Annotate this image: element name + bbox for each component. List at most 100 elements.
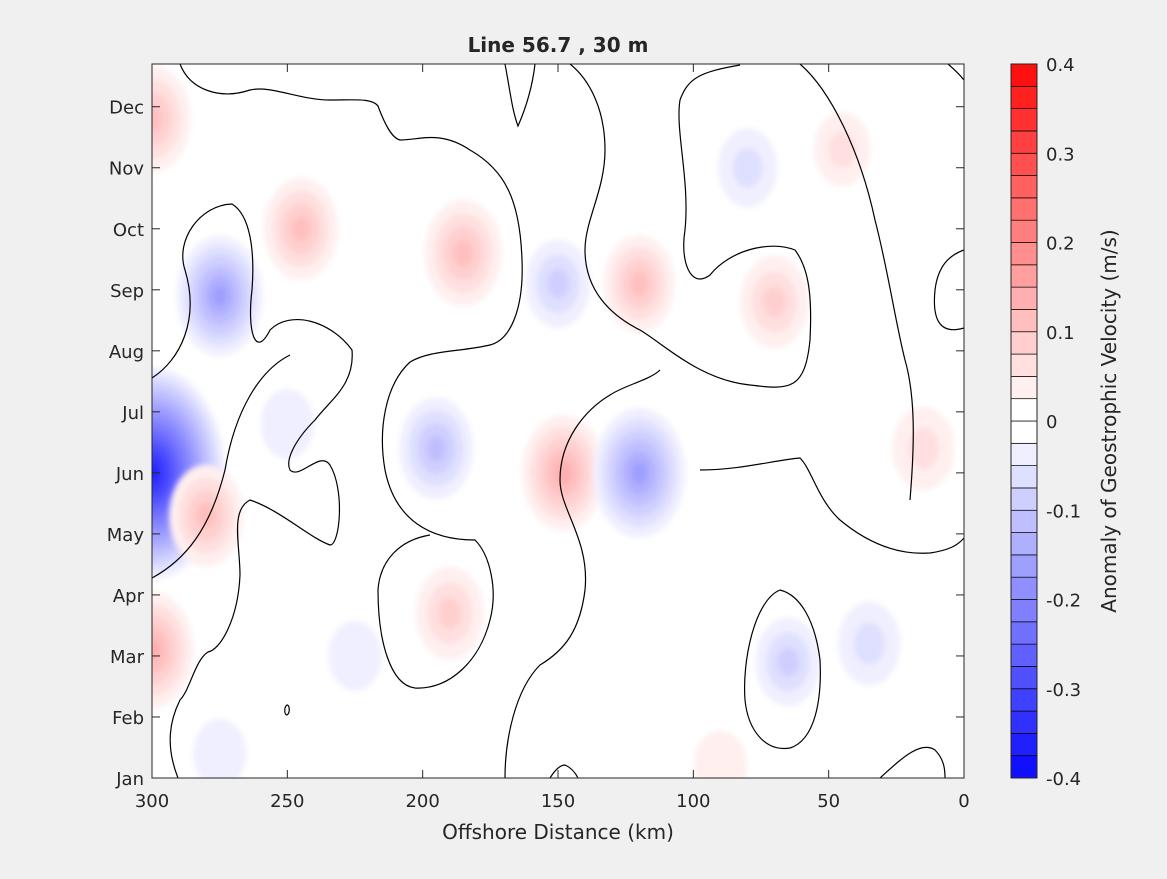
anomaly-blob [193,718,247,778]
colorbar-segment [1010,420,1038,444]
anomaly-fields [152,65,955,778]
contour-fill-level [693,730,747,778]
contour-fill-level [193,718,247,778]
colorbar-segment [1010,264,1038,288]
colorbar-segment [1010,465,1038,489]
zero-contour-line [699,457,964,554]
colorbar-segment [1010,286,1038,310]
colorbar-tick-label: -0.4 [1046,769,1081,790]
contour-fill-level [438,597,462,629]
contour-fill-level [260,389,314,459]
contour-fill-level [828,130,857,169]
colorbar-segment [1010,219,1038,243]
colorbar-segment [1010,532,1038,556]
y-tick-label: Jul [121,403,144,424]
anomaly-blob [169,464,244,567]
contour-fill-level [732,147,763,188]
anomaly-blob [176,235,263,357]
colorbar-segment [1010,621,1038,645]
colorbar-segment [1010,152,1038,176]
colorbar-label: Anomaly of Geostrophic Velocity (m/s) [1097,229,1121,612]
anomaly-blob [525,239,591,328]
zero-contour-line [179,64,523,689]
colorbar-segment [1010,599,1038,623]
anomaly-blob [717,128,777,208]
colorbar-segment [1010,755,1038,779]
colorbar-segment [1010,710,1038,734]
colorbar-segment [1010,487,1038,511]
contour-fill-level [777,647,799,677]
contour-fill-level [555,461,572,485]
zero-contour-line [152,203,353,778]
colorbar-tick-label: -0.2 [1046,591,1081,612]
y-tick-label: Feb [112,708,144,729]
anomaly-blob [593,408,686,538]
colorbar-segment [1010,688,1038,712]
colorbar-segment [1010,63,1038,87]
y-tick-label: Apr [113,586,145,607]
colorbar-segment [1010,576,1038,600]
contour-fill-level [453,239,473,267]
x-tick-label: 0 [958,791,969,812]
contour-fill-level [426,435,446,462]
y-axis: Jan Feb Mar Apr May Jun Jul Aug Sep Oct Nov Dec [107,98,964,790]
colorbar-segment [1010,733,1038,757]
colorbar-segment [1010,108,1038,132]
zero-contour-line [549,764,579,778]
colorbar-segment [1010,442,1038,466]
colorbar-segment [1010,643,1038,667]
chart-title: Line 56.7 , 30 m [468,33,649,57]
x-tick-label: 200 [405,791,439,812]
colorbar-segment [1010,85,1038,109]
y-tick-label: Dec [109,98,144,119]
anomaly-blob [415,566,484,660]
anomaly-blob [838,601,901,686]
anomaly-blob [740,255,809,349]
colorbar-segment [1010,175,1038,199]
colorbar-segment [1010,331,1038,355]
contour-fill-level [907,427,939,470]
contour-fill-level [328,621,382,691]
x-tick-label: 300 [135,791,169,812]
contour-fill-level [631,462,647,484]
colorbar: 0.4 0.3 0.2 0.1 0 -0.1 -0.2 -0.3 -0.4 [1010,55,1081,790]
contour-fill-level [630,271,649,296]
contour-fill-level [547,268,569,299]
anomaly-blob [603,234,675,333]
zero-contour-line [799,64,914,501]
y-tick-label: Jun [115,464,144,485]
anomaly-blob [424,199,502,307]
colorbar-tick-label: -0.3 [1046,680,1081,701]
anomaly-blob [755,617,821,707]
anomaly-blob [260,389,314,459]
x-tick-label: 250 [270,791,304,812]
anomaly-blob [263,177,338,280]
colorbar-tick-label: 0.4 [1046,55,1075,76]
colorbar-segment [1010,398,1038,422]
x-tick-label: 100 [676,791,710,812]
anomaly-blob [328,621,382,691]
colorbar-segment [1010,242,1038,266]
colorbar-frame [1010,63,1038,779]
contour-fill-level [853,622,885,665]
zero-contour-line [933,249,964,331]
contour-fill-level [152,105,162,133]
contour-fill-level [763,286,786,318]
contour-fill-level [212,285,227,306]
x-tick-label: 150 [541,791,575,812]
y-tick-label: Aug [109,342,144,363]
colorbar-segment [1010,353,1038,377]
colorbar-segment [1010,130,1038,154]
anomaly-blob [521,414,605,531]
x-axis: 300 250 200 150 100 50 0 [135,64,970,812]
colorbar-segment [1010,509,1038,533]
colorbar-segment [1010,197,1038,221]
zero-contour-line [504,369,661,778]
colorbar-tick-label: 0.1 [1046,323,1075,344]
zero-contour-line [569,64,812,388]
colorbar-segment [1010,309,1038,333]
zero-contour-line [879,746,946,778]
y-tick-label: Jan [115,769,144,790]
